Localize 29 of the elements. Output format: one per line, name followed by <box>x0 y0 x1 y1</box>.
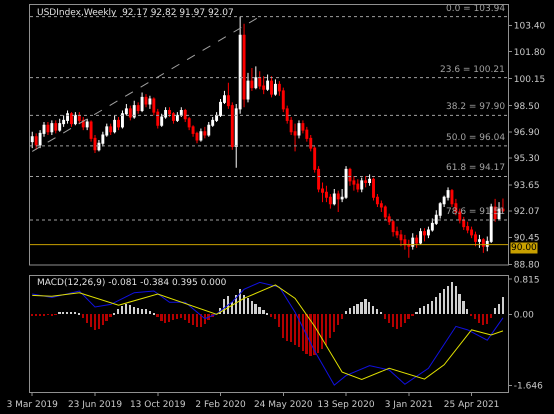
y-tick-label: 0.00 <box>514 310 534 320</box>
ref-line-label: 90.00 <box>511 243 538 253</box>
ref-line-label: 23.6 = 100.21 <box>440 65 505 75</box>
y-tick-label: 100.15 <box>514 74 546 85</box>
ref-line-label: 61.8 = 94.17 <box>446 163 506 173</box>
y-tick-label: 0.815 <box>514 275 540 286</box>
y-tick-label: 92.07 <box>514 206 540 217</box>
y-tick-label: 90.45 <box>514 233 540 244</box>
y-tick-label: 93.65 <box>514 181 540 192</box>
y-tick-label: 95.30 <box>514 154 540 164</box>
x-tick-label: 2 Feb 2020 <box>195 400 246 410</box>
ref-line-label: 38.2 = 97.90 <box>446 102 506 112</box>
y-tick-label: 101.80 <box>514 48 546 58</box>
ref-line-label: 0.0 = 103.94 <box>446 4 506 14</box>
y-tick-label: 98.50 <box>514 102 540 112</box>
ref-line-label: 50.0 = 96.04 <box>446 133 506 143</box>
y-tick-label: 96.90 <box>514 128 540 138</box>
x-tick-label: 3 Jan 2021 <box>384 400 433 410</box>
x-tick-label: 13 Sep 2020 <box>318 400 375 410</box>
y-tick-label: -1.646 <box>514 382 544 392</box>
x-tick-label: 13 Oct 2019 <box>130 400 186 410</box>
x-tick-label: 3 Mar 2019 <box>6 400 58 410</box>
y-tick-label: 88.80 <box>514 260 540 270</box>
chart-title: USDIndex,Weekly 92.17 92.82 91.97 92.07 <box>37 8 234 18</box>
x-tick-label: 25 Apr 2021 <box>444 400 500 410</box>
y-tick-label: 103.40 <box>514 22 546 32</box>
x-tick-label: 24 May 2020 <box>254 400 313 410</box>
x-tick-label: 23 Jun 2019 <box>68 400 122 410</box>
chart-title: MACD(12,26,9) -0.081 -0.384 0.395 0.000 <box>37 278 227 288</box>
